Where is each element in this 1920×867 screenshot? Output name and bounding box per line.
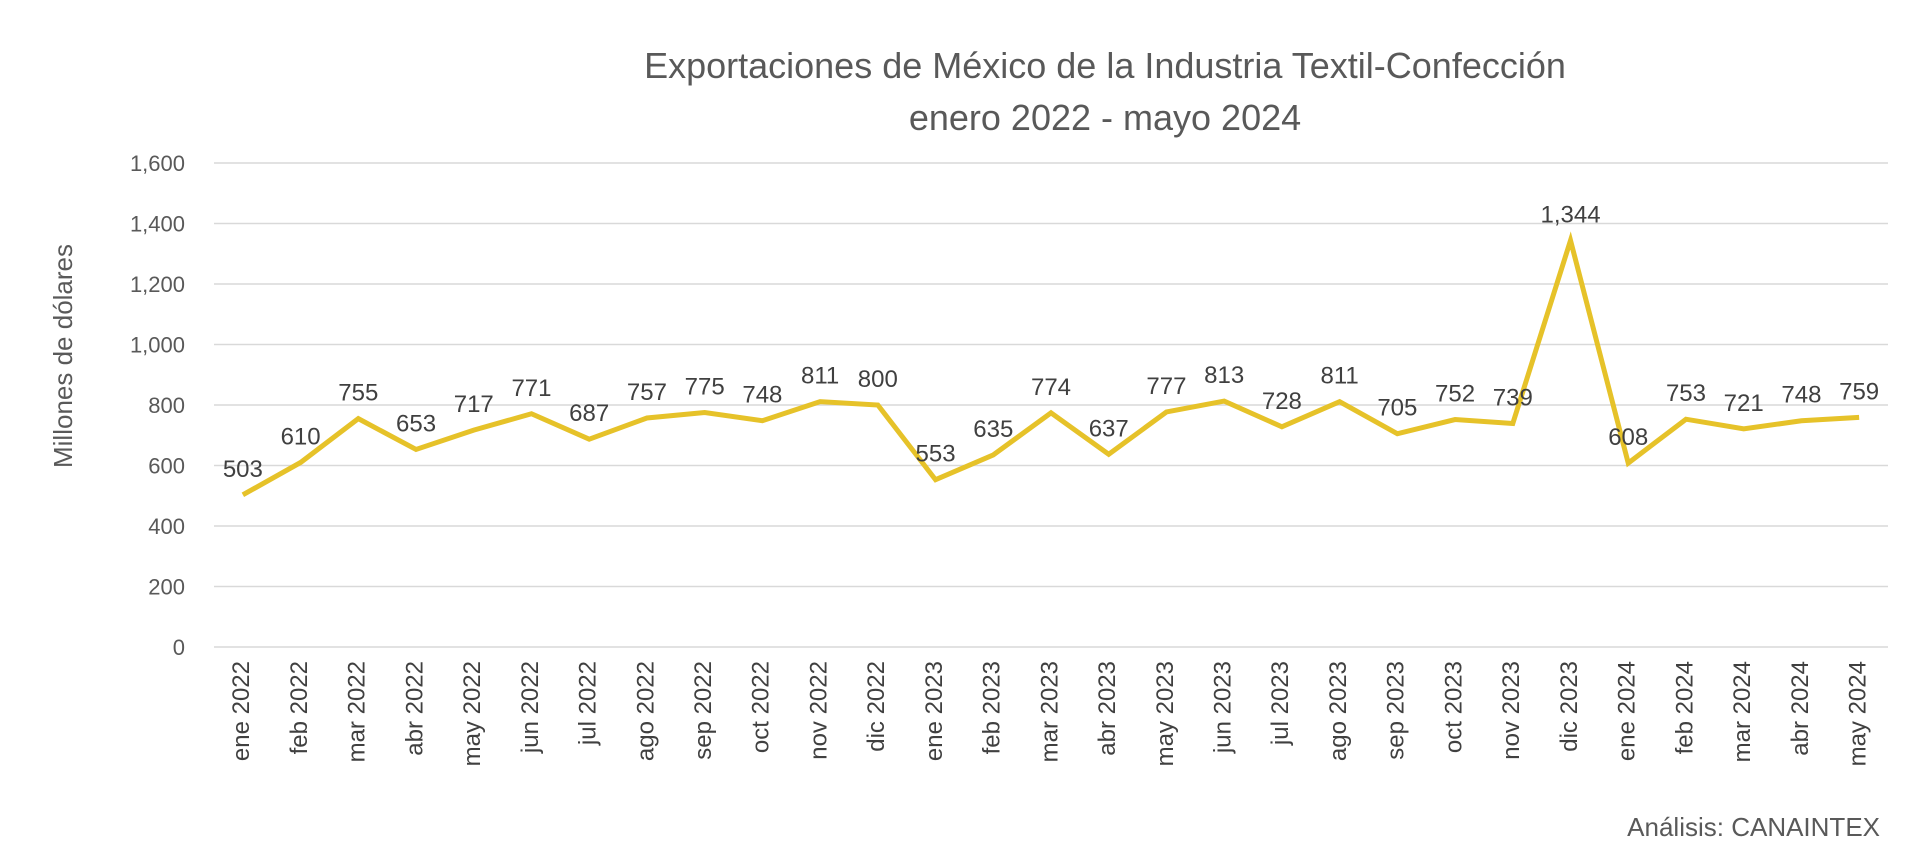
data-label: 635	[973, 416, 1013, 443]
gridlines	[214, 162, 1888, 648]
x-tick-label: nov 2022	[805, 661, 832, 760]
y-tick-label: 1,600	[130, 151, 185, 176]
x-tick-label: ene 2022	[228, 661, 255, 761]
x-axis-ticks: ene 2022 feb 2022 mar 2022 abr 2022 may 2022…	[228, 661, 1871, 766]
x-tick-label: nov 2023	[1498, 661, 1525, 760]
data-label: 610	[281, 423, 321, 450]
x-tick-label: jun 2023	[1210, 661, 1237, 754]
data-label: 705	[1377, 395, 1417, 422]
data-label: 811	[801, 363, 839, 390]
data-label: 717	[454, 391, 494, 418]
data-label: 553	[916, 441, 956, 468]
data-label: 755	[338, 380, 378, 407]
x-tick-label: dic 2023	[1556, 661, 1583, 752]
data-label: 774	[1031, 374, 1071, 401]
data-label: 759	[1839, 378, 1879, 405]
data-label: 687	[569, 400, 609, 427]
chart-title: Exportaciones de México de la Industria …	[644, 45, 1566, 86]
x-tick-label: abr 2024	[1787, 661, 1814, 756]
x-tick-label: may 2023	[1152, 661, 1179, 766]
data-label: 771	[511, 375, 551, 402]
data-labels: 503 610 755 653 717 771 687 757 775 748 811 800 553 6…	[223, 201, 1879, 482]
x-tick-label: jul 2022	[575, 661, 602, 746]
data-label: 811	[1320, 363, 1358, 390]
source-note: Análisis: CANAINTEX	[1627, 812, 1880, 842]
data-label: 753	[1666, 380, 1706, 407]
y-tick-label: 1,200	[130, 272, 185, 297]
data-label: 503	[223, 456, 263, 483]
x-tick-label: mar 2023	[1036, 661, 1063, 762]
data-label: 748	[742, 382, 782, 409]
x-tick-label: sep 2022	[690, 661, 717, 760]
y-axis-label: Millones de dólares	[48, 244, 78, 468]
x-tick-label: oct 2022	[748, 661, 775, 753]
x-tick-label: feb 2024	[1671, 661, 1698, 754]
y-tick-label: 1,400	[130, 212, 185, 237]
chart-subtitle: enero 2022 - mayo 2024	[909, 97, 1301, 138]
data-label: 800	[858, 366, 898, 393]
x-tick-label: mar 2024	[1729, 661, 1756, 762]
data-label: 757	[627, 379, 667, 406]
series-layer	[241, 231, 1860, 498]
x-tick-label: may 2022	[459, 661, 486, 766]
data-label: 739	[1493, 384, 1533, 411]
x-tick-label: mar 2022	[344, 661, 371, 762]
x-tick-label: jun 2022	[517, 661, 544, 754]
data-label: 752	[1435, 381, 1475, 408]
y-tick-label: 400	[148, 514, 185, 539]
x-tick-label: ene 2024	[1614, 661, 1641, 761]
y-axis-ticks: 0 200 400 600 800 1,000 1,200 1,400 1,600	[130, 151, 185, 660]
y-tick-label: 200	[148, 575, 185, 600]
x-tick-label: oct 2023	[1440, 661, 1467, 753]
x-tick-label: ago 2023	[1325, 661, 1352, 761]
y-tick-label: 0	[173, 635, 185, 660]
data-label: 775	[685, 374, 725, 401]
data-label: 721	[1724, 390, 1764, 417]
x-tick-label: abr 2022	[401, 661, 428, 756]
x-tick-label: ago 2022	[632, 661, 659, 761]
data-label: 653	[396, 410, 436, 437]
y-tick-label: 800	[148, 393, 185, 418]
data-label: 608	[1608, 424, 1648, 451]
x-tick-label: abr 2023	[1094, 661, 1121, 756]
x-tick-label: ene 2023	[921, 661, 948, 761]
x-tick-label: feb 2023	[979, 661, 1006, 754]
x-tick-label: dic 2022	[863, 661, 890, 752]
x-tick-label: jul 2023	[1267, 661, 1294, 746]
data-label: 777	[1146, 373, 1186, 400]
x-tick-label: may 2024	[1844, 661, 1871, 766]
data-label: 1,344	[1540, 201, 1600, 228]
x-tick-label: feb 2022	[286, 661, 313, 754]
data-label: 748	[1781, 382, 1821, 409]
x-tick-label: sep 2023	[1383, 661, 1410, 760]
data-label: 728	[1262, 388, 1302, 415]
y-tick-label: 600	[148, 454, 185, 479]
data-label: 637	[1089, 415, 1129, 442]
y-tick-label: 1,000	[130, 333, 185, 358]
series-line	[241, 231, 1860, 498]
data-label: 813	[1204, 362, 1244, 389]
